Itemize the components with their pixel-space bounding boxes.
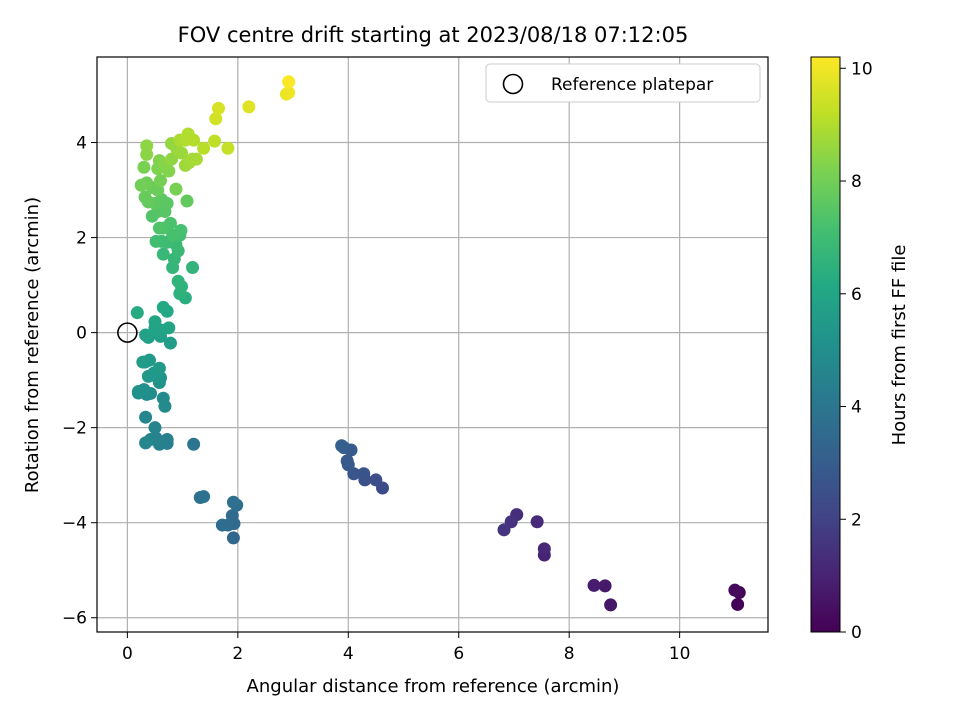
data-point bbox=[497, 523, 511, 537]
data-point bbox=[180, 194, 194, 208]
colorbar bbox=[810, 56, 841, 633]
x-tick-label: 2 bbox=[232, 644, 243, 664]
data-point bbox=[152, 361, 166, 375]
data-point bbox=[282, 86, 296, 100]
colorbar-label: Hours from first FF file bbox=[889, 245, 910, 446]
data-point bbox=[130, 306, 144, 320]
data-point bbox=[598, 579, 612, 593]
legend: Reference platepar bbox=[485, 63, 761, 103]
x-tick-label: 0 bbox=[122, 644, 133, 664]
data-point bbox=[340, 454, 354, 468]
data-point bbox=[154, 174, 168, 188]
data-point bbox=[208, 134, 222, 148]
data-point bbox=[165, 152, 179, 166]
x-tick-label: 4 bbox=[343, 644, 354, 664]
data-point bbox=[174, 146, 188, 160]
colorbar-tick-label: 4 bbox=[851, 398, 862, 418]
legend-entry-reference: Reference platepar bbox=[551, 75, 713, 95]
y-tick-label: 0 bbox=[76, 324, 87, 344]
data-point bbox=[226, 495, 240, 509]
data-point bbox=[242, 100, 256, 114]
data-point bbox=[187, 437, 201, 451]
data-point bbox=[140, 139, 154, 153]
plot-frame bbox=[96, 56, 769, 633]
data-point bbox=[357, 467, 371, 481]
data-point bbox=[171, 274, 185, 288]
data-point bbox=[149, 234, 163, 248]
chart-title: FOV centre drift starting at 2023/08/18 … bbox=[178, 23, 689, 47]
data-point bbox=[537, 542, 551, 556]
data-point bbox=[162, 321, 176, 335]
data-point bbox=[604, 598, 618, 612]
data-point bbox=[226, 531, 240, 545]
data-point bbox=[139, 410, 153, 424]
x-axis-ticks: 0 2 4 6 8 10 bbox=[122, 632, 690, 664]
data-point bbox=[156, 247, 170, 261]
data-point bbox=[141, 369, 155, 383]
y-axis-label: Rotation from reference (arcmin) bbox=[22, 197, 43, 493]
y-tick-label: 2 bbox=[76, 229, 87, 249]
data-point bbox=[587, 578, 601, 592]
data-point bbox=[152, 221, 166, 235]
data-point bbox=[731, 597, 745, 611]
data-point bbox=[728, 583, 742, 597]
reference-marker bbox=[117, 322, 138, 343]
colorbar-tick-label: 6 bbox=[851, 285, 862, 305]
data-point bbox=[148, 421, 162, 435]
data-point bbox=[369, 473, 383, 487]
data-point bbox=[137, 160, 151, 174]
x-axis-label: Angular distance from reference (arcmin) bbox=[247, 676, 620, 697]
data-point bbox=[136, 355, 150, 369]
data-point bbox=[148, 315, 162, 329]
data-point bbox=[282, 75, 296, 89]
data-point bbox=[197, 141, 211, 155]
data-point bbox=[138, 190, 152, 204]
y-axis-ticks: −6 −4 −2 0 2 4 bbox=[62, 134, 97, 629]
data-point bbox=[156, 391, 170, 405]
data-points bbox=[130, 75, 746, 612]
x-tick-label: 8 bbox=[564, 644, 575, 664]
x-tick-label: 10 bbox=[669, 644, 691, 664]
data-point bbox=[215, 518, 229, 532]
data-point bbox=[163, 336, 177, 350]
colorbar-ticks: 0 2 4 6 8 10 bbox=[840, 59, 873, 643]
data-point bbox=[139, 436, 153, 450]
colorbar-tick-label: 0 bbox=[851, 623, 862, 643]
legend-marker-icon bbox=[502, 73, 524, 95]
data-point bbox=[166, 228, 180, 242]
data-point bbox=[139, 328, 153, 342]
y-tick-label: −4 bbox=[62, 514, 87, 534]
data-point bbox=[186, 261, 200, 275]
y-tick-label: −6 bbox=[62, 609, 87, 629]
colorbar-tick-label: 2 bbox=[851, 510, 862, 530]
data-point bbox=[169, 182, 183, 196]
data-point bbox=[134, 178, 148, 192]
data-point bbox=[530, 515, 544, 529]
data-point bbox=[189, 152, 203, 166]
data-point bbox=[156, 300, 170, 314]
data-point bbox=[209, 112, 223, 126]
colorbar-tick-label: 10 bbox=[851, 59, 873, 79]
colorbar-tick-label: 8 bbox=[851, 172, 862, 192]
data-point bbox=[335, 439, 349, 453]
x-tick-label: 6 bbox=[453, 644, 464, 664]
data-point bbox=[193, 491, 207, 505]
data-point bbox=[131, 385, 145, 399]
legend-box bbox=[485, 63, 761, 103]
data-point bbox=[187, 133, 201, 147]
y-tick-label: 4 bbox=[76, 134, 87, 154]
data-point bbox=[211, 101, 225, 115]
data-point bbox=[221, 141, 235, 155]
y-tick-label: −2 bbox=[62, 419, 87, 439]
